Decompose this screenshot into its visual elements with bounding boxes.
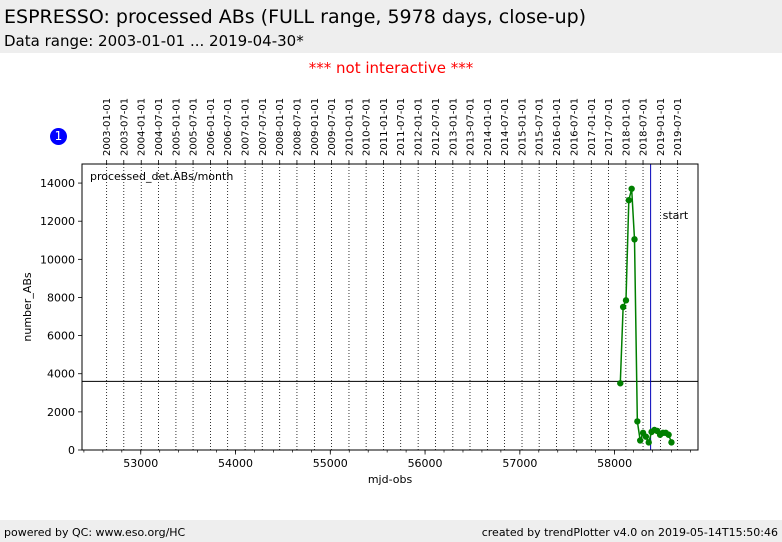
date-tick-label: 2017-01-01 <box>587 98 598 156</box>
series-line <box>619 188 673 445</box>
date-tick-label: 2004-07-01 <box>154 98 165 156</box>
date-tick-label: 2013-01-01 <box>448 98 459 156</box>
date-tick-label: 2016-07-01 <box>569 98 580 156</box>
data-point <box>636 437 644 444</box>
x-tick-label: 58000 <box>597 457 632 470</box>
date-tick-label: 2005-01-01 <box>171 98 182 156</box>
date-tick-label: 2003-07-01 <box>119 98 130 156</box>
data-point <box>619 303 627 311</box>
y-tick-label: 2000 <box>47 406 75 419</box>
data-point <box>631 236 638 243</box>
data-point <box>668 439 675 446</box>
plot-frame <box>81 163 699 451</box>
date-tick-label: 2009-07-01 <box>327 98 338 156</box>
date-tick-label: 2010-01-01 <box>344 98 355 156</box>
date-tick-label: 2005-07-01 <box>189 98 200 156</box>
data-range-subtitle: Data range: 2003-01-01 ... 2019-04-30* <box>4 32 304 50</box>
data-point <box>642 433 650 440</box>
date-tick-label: 2007-01-01 <box>241 98 252 156</box>
x-tick-label: 57000 <box>502 457 537 470</box>
data-point <box>634 418 641 425</box>
x-tick-label: 56000 <box>408 457 443 470</box>
date-tick-label: 2013-07-01 <box>465 98 476 156</box>
date-tick-label: 2017-07-01 <box>604 98 615 156</box>
date-tick-label: 2003-01-01 <box>102 98 113 156</box>
not-interactive-notice: *** not interactive *** <box>308 59 474 77</box>
date-tick-label: 2008-01-01 <box>275 98 286 156</box>
date-tick-label: 2006-01-01 <box>206 98 217 156</box>
date-tick-label: 2016-01-01 <box>552 98 563 156</box>
date-tick-label: 2018-07-01 <box>639 98 650 156</box>
date-tick-label: 2007-07-01 <box>258 98 269 156</box>
date-tick-label: 2006-07-01 <box>223 98 234 156</box>
date-tick-label: 2019-07-01 <box>673 98 684 156</box>
date-tick-label: 2012-01-01 <box>414 98 425 156</box>
y-tick-label: 6000 <box>47 330 75 343</box>
x-tick-label: 55000 <box>313 457 348 470</box>
start-marker-label: start <box>663 209 689 222</box>
data-point <box>625 197 633 204</box>
y-tick-label: 8000 <box>47 291 75 304</box>
y-tick-label: 14000 <box>40 177 75 190</box>
data-point <box>617 380 624 387</box>
date-tick-label: 2011-01-01 <box>379 98 390 156</box>
footer-bar: powered by QC: www.eso.org/HC created by… <box>0 520 782 542</box>
data-point <box>665 431 672 438</box>
date-tick-label: 2010-07-01 <box>362 98 373 156</box>
date-tick-label: 2015-01-01 <box>518 98 529 156</box>
footer-powered-by: powered by QC: www.eso.org/HC <box>4 526 186 539</box>
footer-created-by: created by trendPlotter v4.0 on 2019-05-… <box>481 526 778 539</box>
chart-grid <box>106 164 679 450</box>
y-tick-label: 4000 <box>47 368 75 381</box>
plot-area: start <box>82 164 698 450</box>
data-point <box>622 297 630 304</box>
x-axis-label: mjd-obs <box>368 473 413 486</box>
date-tick-label: 2011-07-01 <box>396 98 407 156</box>
date-tick-label: 2015-07-01 <box>535 98 546 156</box>
date-tick-label: 2014-07-01 <box>500 98 511 156</box>
date-tick-label: 2008-07-01 <box>292 98 303 156</box>
y-tick-label: 10000 <box>40 253 75 266</box>
series-label: processed_det.ABs/month <box>90 170 233 183</box>
date-tick-label: 2004-01-01 <box>137 98 148 156</box>
date-tick-label: 2019-01-01 <box>656 98 667 156</box>
date-tick-label: 2009-01-01 <box>310 98 321 156</box>
date-tick-label: 2014-01-01 <box>483 98 494 156</box>
chart-axes: 0 2000 4000 6000 8000 10000 12000 14000 53000 540… <box>40 163 699 470</box>
date-tick-label: 2018-01-01 <box>621 98 632 156</box>
y-tick-label: 0 <box>68 444 75 457</box>
x-tick-label: 54000 <box>218 457 253 470</box>
y-axis-label: number_ABs <box>21 272 34 342</box>
chart-number-badge: 1 <box>50 128 67 145</box>
date-axis: 2003-01-01 2003-07-01 2004-01-01 2004-07-01… <box>102 98 684 164</box>
y-tick-label: 12000 <box>40 215 75 228</box>
x-tick-label: 53000 <box>123 457 158 470</box>
data-point <box>628 185 635 192</box>
data-point <box>645 439 652 446</box>
date-tick-label: 2012-07-01 <box>431 98 442 156</box>
header-bar: ESPRESSO: processed ABs (FULL range, 597… <box>0 0 782 53</box>
page-title: ESPRESSO: processed ABs (FULL range, 597… <box>4 6 587 28</box>
trend-chart: 2003-01-01 2003-07-01 2004-01-01 2004-07-01… <box>21 98 699 486</box>
